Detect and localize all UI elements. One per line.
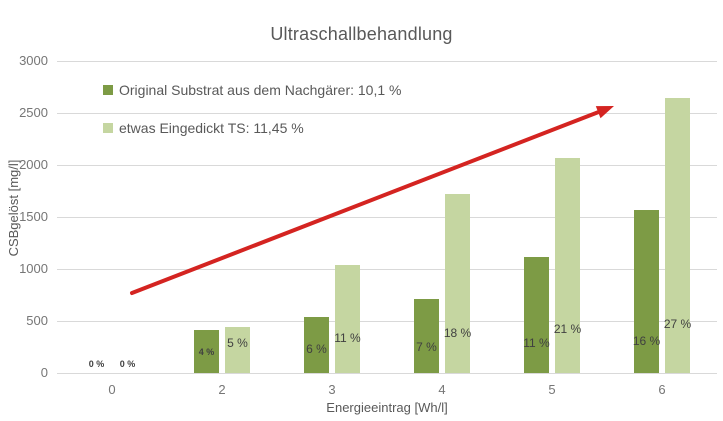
bar-series0-cat2 — [194, 330, 219, 373]
gridline-500 — [57, 321, 717, 322]
bar-value-label: 4 % — [198, 347, 215, 357]
bar-value-label: 0 % — [119, 359, 136, 369]
chart-legend: Original Substrat aus dem Nachgärer: 10,… — [103, 80, 401, 156]
y-tick-label: 1000 — [19, 261, 48, 276]
legend-swatch-light-green — [103, 123, 113, 133]
bar-value-label: 5 % — [227, 336, 248, 350]
bar-value-label: 0 % — [88, 359, 105, 369]
bar-series1-cat4 — [445, 194, 470, 373]
legend-swatch-dark-green — [103, 85, 113, 95]
bar-value-label: 11 % — [334, 331, 361, 345]
y-tick-label: 2000 — [19, 157, 48, 172]
bar-series1-cat6 — [665, 98, 690, 373]
legend-label: etwas Eingedickt TS: 11,45 % — [119, 120, 304, 136]
gridline-2000 — [57, 165, 717, 166]
legend-item-eingedickt: etwas Eingedickt TS: 11,45 % — [103, 118, 401, 138]
y-axis-title: CSBgelöst [mg/l] — [6, 159, 21, 257]
y-tick-label: 500 — [26, 313, 48, 328]
bar-value-label: 11 % — [523, 336, 550, 350]
x-tick-label: 0 — [108, 382, 116, 397]
bar-series0-cat3 — [304, 316, 329, 373]
bar-value-label: 6 % — [306, 342, 327, 356]
bar-series0-cat4 — [414, 298, 439, 373]
bar-series1-cat5 — [555, 157, 580, 373]
bar-value-label: 27 % — [663, 317, 692, 331]
bar-value-label: 18 % — [443, 326, 472, 340]
x-tick-label: 2 — [218, 382, 226, 397]
gridline-3000 — [57, 61, 717, 62]
y-tick-label: 2500 — [19, 105, 48, 120]
gridline-1500 — [57, 217, 717, 218]
y-tick-label: 3000 — [19, 53, 48, 68]
chart-title: Ultraschallbehandlung — [270, 24, 453, 44]
legend-label: Original Substrat aus dem Nachgärer: 10,… — [119, 82, 402, 98]
x-tick-label: 6 — [658, 382, 666, 397]
bar-value-label: 16 % — [632, 334, 661, 348]
y-tick-label: 0 — [40, 365, 48, 380]
bar-series1-cat2 — [225, 327, 250, 373]
bar-series1-cat3 — [335, 264, 360, 373]
x-tick-label: 5 — [548, 382, 556, 397]
y-tick-label: 1500 — [19, 209, 48, 224]
x-tick-label: 4 — [438, 382, 446, 397]
bar-value-label: 21 % — [553, 322, 582, 336]
gridline-1000 — [57, 269, 717, 270]
x-axis-title: Energieeintrag [Wh/l] — [326, 400, 448, 415]
x-tick-label: 3 — [328, 382, 336, 397]
bar-series0-cat5 — [524, 256, 549, 373]
bar-series0-cat6 — [634, 209, 659, 373]
bar-value-label: 7 % — [416, 340, 437, 354]
gridline-0 — [57, 373, 717, 374]
legend-item-original-substrat: Original Substrat aus dem Nachgärer: 10,… — [103, 80, 401, 100]
